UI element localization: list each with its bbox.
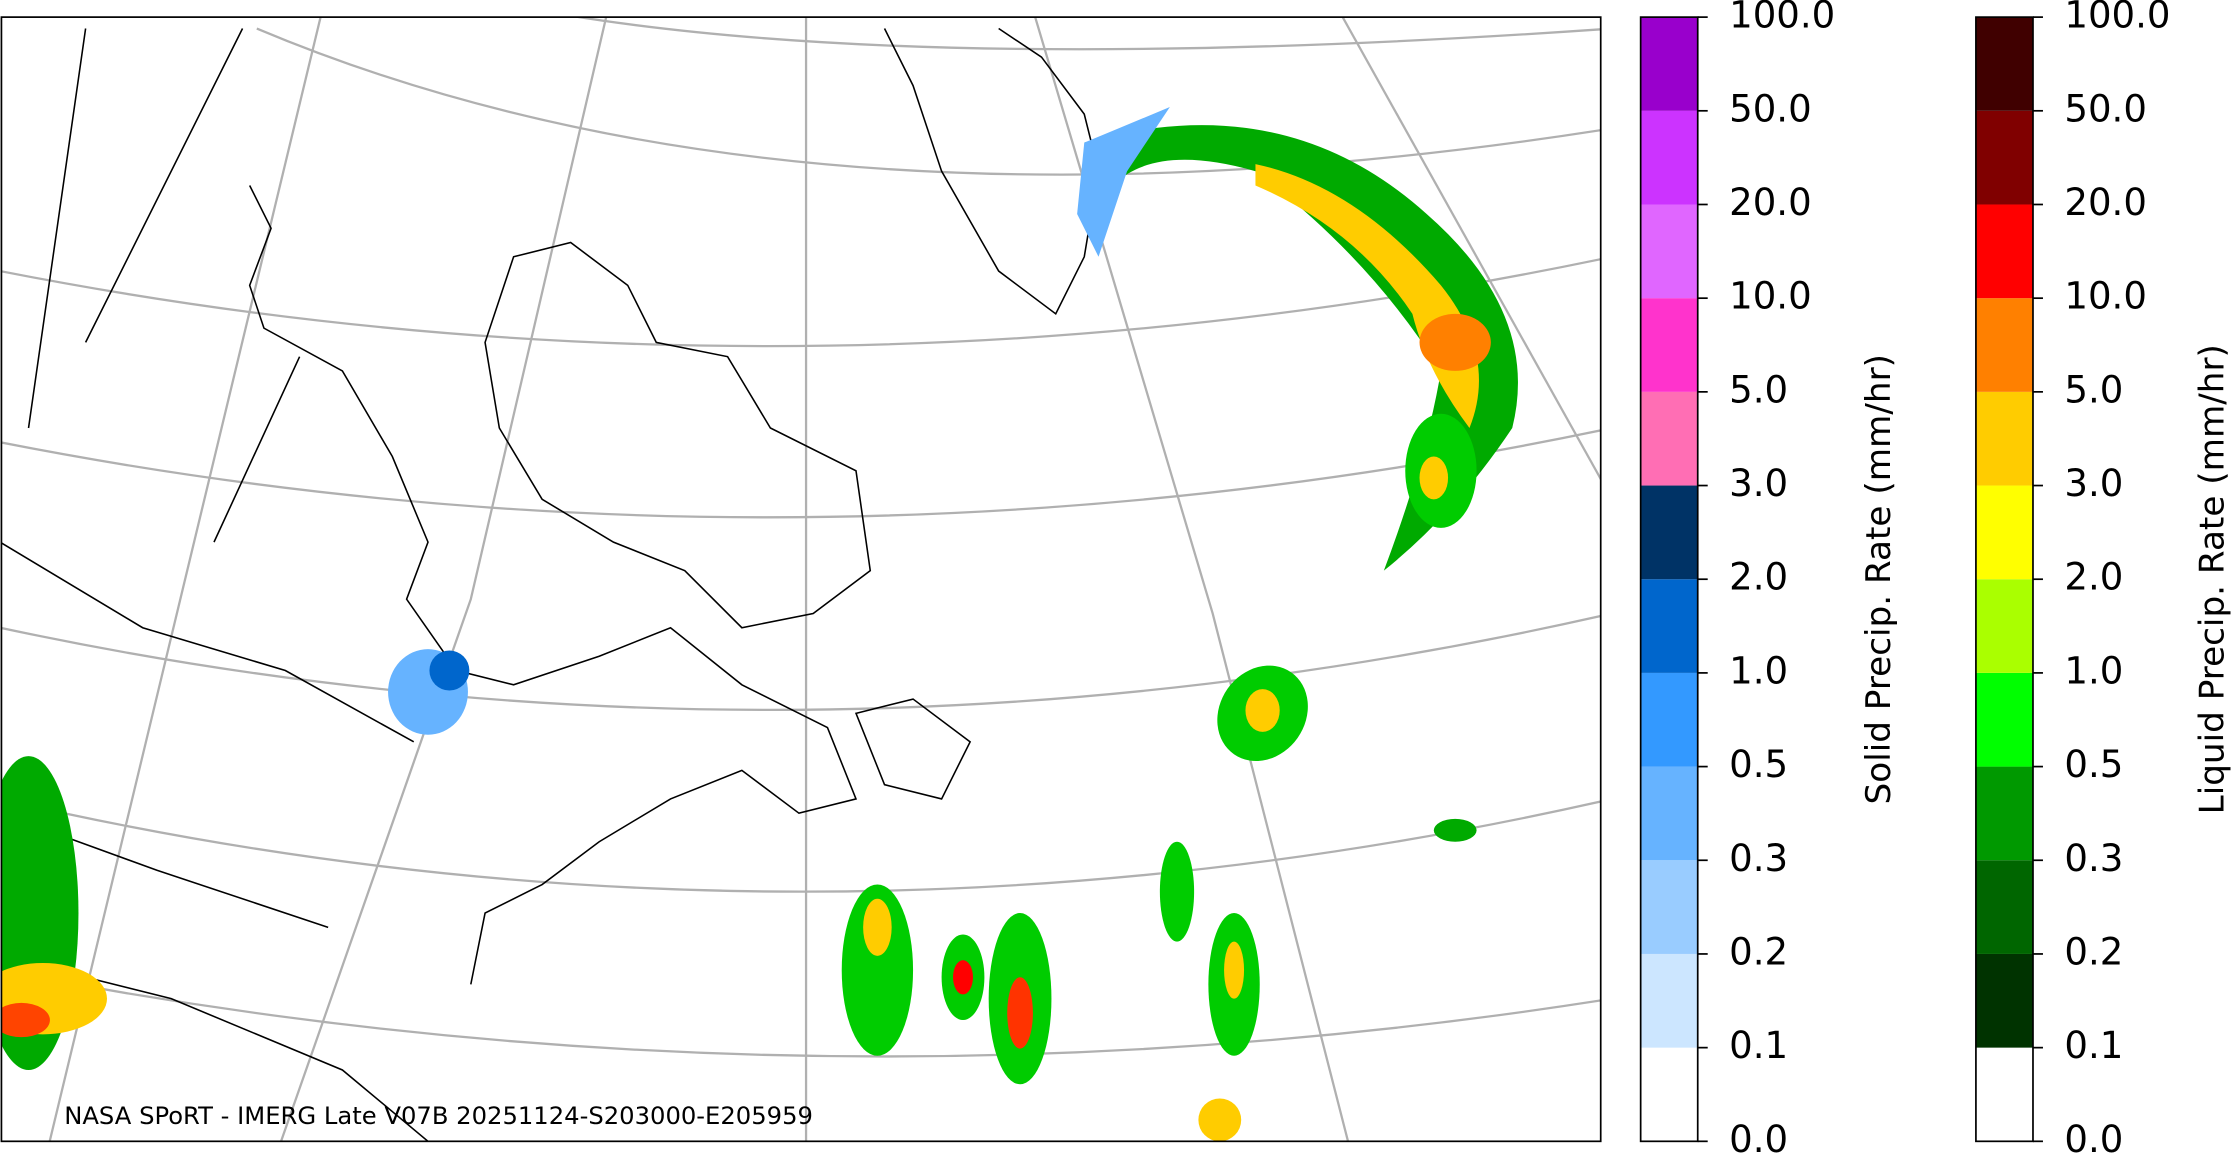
colorbar-bin [1975,298,2033,392]
colorbar-bin [1640,204,1698,299]
colorbar-bin [1975,1047,2033,1142]
tick-label: 2.0 [2064,556,2123,599]
tick-label: 10.0 [1729,275,1812,318]
colorbar-bin [1975,110,2033,205]
colorbar-bin [1975,672,2033,767]
colorbar-bin [1975,860,2033,954]
precip [1,106,1518,1142]
tick-label: 0.1 [1729,1024,1788,1067]
colorbar-bin [1975,953,2033,1048]
colorbar-bin [1640,110,1698,205]
colorbar-bin [1640,953,1698,1048]
tick-label: 5.0 [2064,368,2123,411]
colorbar-bin [1640,1047,1698,1142]
tick-label: 0.2 [2064,930,2123,973]
tick-label: 5.0 [1729,368,1788,411]
colorbar-bin [1640,485,1698,580]
tick-label: 0.1 [2064,1024,2123,1067]
tick-label: 50.0 [1729,87,1812,130]
tick-label: 10.0 [2064,275,2147,318]
tick-label: 0.0 [2064,1118,2123,1161]
tick-label: 20.0 [2064,181,2147,224]
tick-label: 3.0 [1729,462,1788,505]
tick-label: 20.0 [1729,181,1812,224]
tick-label: 50.0 [2064,87,2147,130]
colorbar-bin [1975,204,2033,299]
colorbar-bin [1640,672,1698,767]
tick-label: 100.0 [2064,0,2170,37]
colorbar-bin [1640,391,1698,486]
tick-label: 100.0 [1729,0,1835,37]
tick-label: 0.3 [2064,837,2123,880]
tick-label: 0.5 [2064,743,2123,786]
tick-label: 1.0 [2064,649,2123,692]
attribution: NASA SPoRT - IMERG Late V07B 20251124-S2… [64,1101,813,1130]
tick-label: 0.2 [1729,930,1788,973]
colorbar-label: Liquid Precip. Rate (mm/hr) [2193,344,2233,814]
colorbar-bin [1640,17,1698,111]
map [1,17,1601,1142]
colorbar-bin [1975,17,2033,111]
tick-label: 0.5 [1729,743,1788,786]
colorbar-bin [1975,391,2033,486]
map-frame [0,16,1602,1143]
colorbar-bin [1975,579,2033,673]
tick-label: 0.0 [1729,1118,1788,1161]
colorbar-bin [1975,766,2033,861]
tick-label: 2.0 [1729,556,1788,599]
colorbar-bin [1640,860,1698,954]
tick-label: 0.3 [1729,837,1788,880]
colorbar-bin [1640,298,1698,392]
colorbar-label: Solid Precip. Rate (mm/hr) [1859,354,1899,804]
tick-label: 3.0 [2064,462,2123,505]
colorbar-bin [1640,766,1698,861]
colorbar-bin [1975,485,2033,580]
colorbar-bin [1640,579,1698,673]
tick-label: 1.0 [1729,649,1788,692]
